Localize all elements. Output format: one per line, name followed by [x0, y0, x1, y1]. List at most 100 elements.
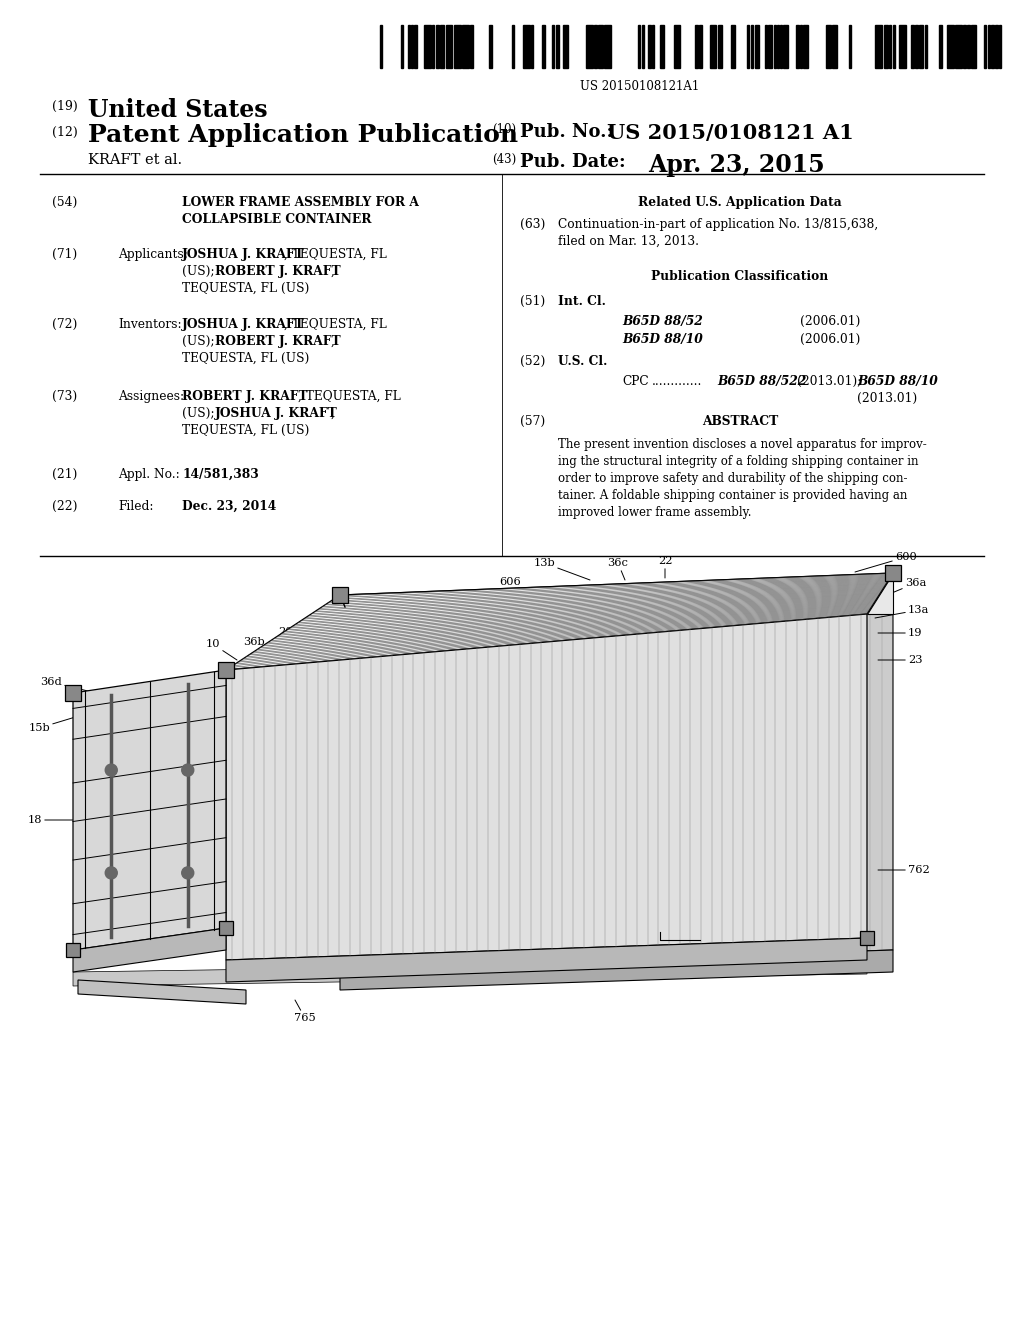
- Text: 20: 20: [279, 627, 305, 648]
- Text: A: A: [670, 925, 678, 935]
- Text: ROBERT J. KRAFT: ROBERT J. KRAFT: [215, 265, 341, 279]
- Text: 600: 600: [855, 552, 916, 572]
- Text: (54): (54): [52, 195, 78, 209]
- Text: JOSHUA J. KRAFT: JOSHUA J. KRAFT: [215, 407, 338, 420]
- Text: B65D 88/10: B65D 88/10: [857, 375, 938, 388]
- Bar: [777, 25, 779, 69]
- Text: 765: 765: [294, 1001, 315, 1023]
- Text: (51): (51): [520, 294, 545, 308]
- Bar: [531, 25, 534, 69]
- Polygon shape: [73, 928, 226, 972]
- Bar: [984, 25, 986, 69]
- Text: Inventors:: Inventors:: [118, 318, 181, 331]
- Bar: [826, 25, 830, 69]
- Bar: [999, 25, 1001, 69]
- Text: U.S. Cl.: U.S. Cl.: [558, 355, 607, 368]
- Text: (63): (63): [520, 218, 546, 231]
- Circle shape: [181, 764, 194, 776]
- Text: B65D 88/52: B65D 88/52: [622, 315, 702, 327]
- Text: Applicants:: Applicants:: [118, 248, 187, 261]
- Bar: [899, 25, 906, 69]
- Text: (73): (73): [52, 389, 77, 403]
- Text: 15a: 15a: [350, 623, 381, 645]
- Bar: [552, 25, 554, 69]
- Text: (21): (21): [52, 469, 78, 480]
- Bar: [731, 25, 735, 69]
- Polygon shape: [867, 573, 893, 614]
- Text: (2013.01);: (2013.01);: [797, 375, 861, 388]
- Text: (2013.01): (2013.01): [857, 392, 918, 405]
- Text: 18: 18: [28, 814, 73, 825]
- Bar: [594, 25, 597, 69]
- Bar: [556, 25, 558, 69]
- Bar: [925, 25, 927, 69]
- Text: , TEQUESTA, FL: , TEQUESTA, FL: [284, 318, 387, 331]
- Text: JOSHUA J. KRAFT: JOSHUA J. KRAFT: [182, 318, 305, 331]
- Bar: [967, 25, 970, 69]
- Text: 762: 762: [878, 865, 930, 875]
- Bar: [454, 25, 461, 69]
- Bar: [710, 25, 717, 69]
- Text: , TEQUESTA, FL: , TEQUESTA, FL: [284, 248, 387, 261]
- Bar: [803, 25, 808, 69]
- Bar: [876, 25, 883, 69]
- Bar: [445, 25, 453, 69]
- Bar: [604, 25, 611, 69]
- Text: 606: 606: [499, 577, 521, 609]
- Text: 10: 10: [206, 639, 237, 660]
- Text: 36a: 36a: [874, 578, 927, 601]
- Bar: [796, 25, 799, 69]
- Bar: [919, 25, 924, 69]
- Text: CPC: CPC: [622, 375, 648, 388]
- Bar: [523, 25, 529, 69]
- Circle shape: [181, 867, 194, 879]
- Bar: [699, 25, 701, 69]
- Bar: [408, 25, 410, 69]
- Text: COLLAPSIBLE CONTAINER: COLLAPSIBLE CONTAINER: [182, 213, 372, 226]
- Text: Int. Cl.: Int. Cl.: [558, 294, 606, 308]
- Bar: [971, 25, 976, 69]
- Text: (22): (22): [52, 500, 78, 513]
- Text: A: A: [667, 952, 675, 962]
- Text: Assignees:: Assignees:: [118, 389, 184, 403]
- Text: .............: .............: [652, 375, 702, 388]
- Bar: [470, 25, 473, 69]
- Bar: [439, 25, 444, 69]
- Text: ROBERT J. KRAFT: ROBERT J. KRAFT: [215, 335, 341, 348]
- Text: ,: ,: [331, 335, 335, 348]
- Text: 36d: 36d: [40, 677, 96, 693]
- Bar: [890, 25, 892, 69]
- Text: Appl. No.:: Appl. No.:: [118, 469, 180, 480]
- Bar: [563, 25, 567, 69]
- Text: 13a: 13a: [874, 605, 930, 618]
- Bar: [995, 25, 998, 69]
- Text: Continuation-in-part of application No. 13/815,638,: Continuation-in-part of application No. …: [558, 218, 879, 231]
- Text: (12): (12): [52, 125, 78, 139]
- Text: 23: 23: [878, 655, 923, 665]
- Bar: [648, 25, 651, 69]
- Bar: [910, 25, 913, 69]
- Bar: [991, 25, 994, 69]
- Text: (19): (19): [52, 100, 78, 114]
- Bar: [66, 942, 80, 957]
- Text: 36c: 36c: [607, 558, 629, 579]
- Bar: [401, 25, 403, 69]
- Bar: [780, 25, 782, 69]
- Text: improved lower frame assembly.: improved lower frame assembly.: [558, 506, 752, 519]
- Bar: [768, 25, 772, 69]
- Text: Patent Application Publication: Patent Application Publication: [88, 123, 518, 147]
- Text: ,: ,: [331, 407, 335, 420]
- Circle shape: [105, 867, 118, 879]
- Bar: [831, 25, 837, 69]
- Text: tainer. A foldable shipping container is provided having an: tainer. A foldable shipping container is…: [558, 488, 907, 502]
- Text: Dec. 23, 2014: Dec. 23, 2014: [182, 500, 276, 513]
- Text: TEQUESTA, FL (US): TEQUESTA, FL (US): [182, 424, 309, 437]
- Bar: [219, 921, 233, 935]
- Bar: [543, 25, 545, 69]
- Polygon shape: [73, 960, 867, 986]
- Text: 21: 21: [92, 700, 145, 715]
- Bar: [850, 25, 852, 69]
- Bar: [939, 25, 942, 69]
- Text: 607: 607: [358, 609, 397, 630]
- Text: , TEQUESTA, FL: , TEQUESTA, FL: [298, 389, 400, 403]
